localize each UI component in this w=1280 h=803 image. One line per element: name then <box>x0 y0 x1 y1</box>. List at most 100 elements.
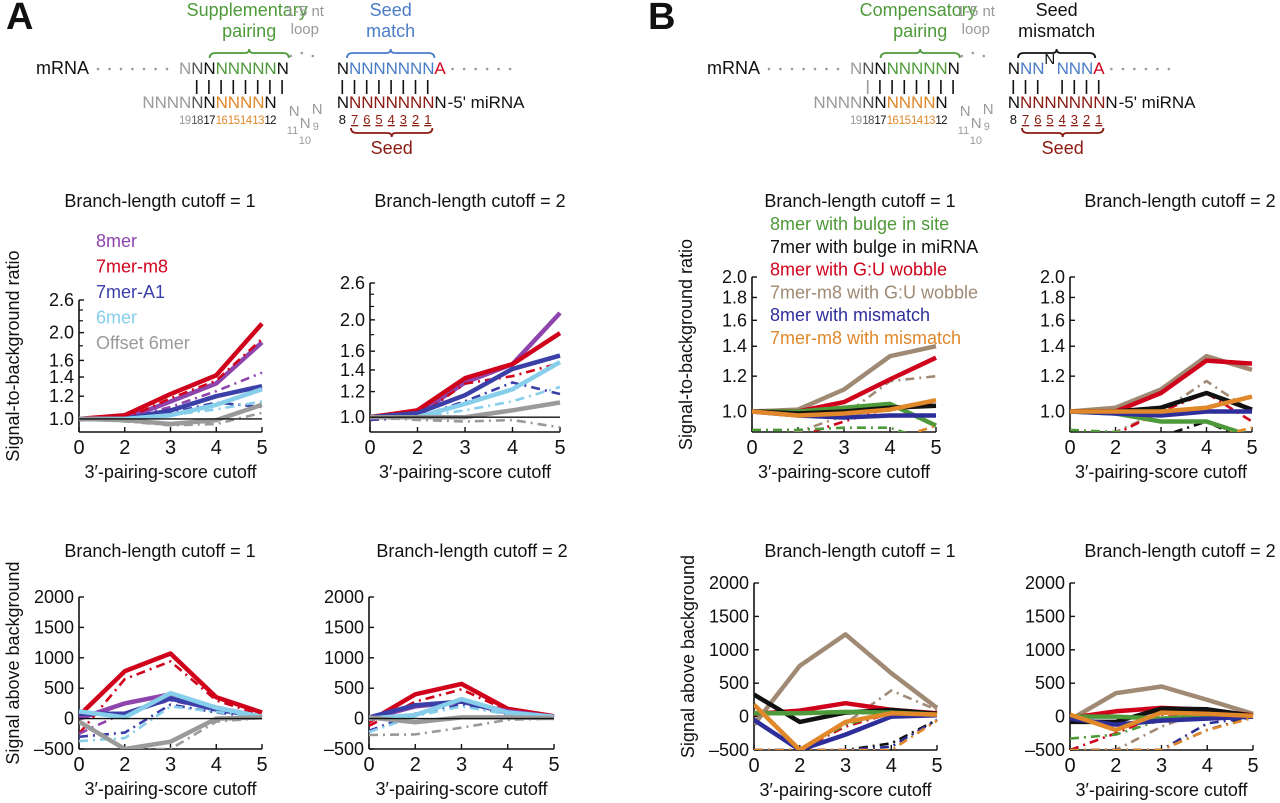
nucleotide: N <box>1044 93 1056 112</box>
dot <box>165 67 169 71</box>
position-number: 17 <box>874 115 886 127</box>
position-number: 14 <box>911 115 924 127</box>
position-number: 12 <box>935 115 947 127</box>
seed-brace <box>1021 127 1105 138</box>
dot <box>485 67 489 71</box>
nucleotide: N <box>911 59 923 78</box>
series-line-7mer-m8-with-g-u-wobble <box>1070 684 1254 722</box>
x-tick-label: 4 <box>1201 437 1212 459</box>
nucleotide: N <box>434 93 446 112</box>
x-tick-label: 2 <box>410 754 421 776</box>
nucleotide: N <box>264 59 276 78</box>
dot <box>802 67 805 71</box>
y-tick-label: 2.6 <box>340 273 365 293</box>
dot <box>790 67 794 71</box>
nucleotide: N <box>838 93 850 112</box>
nucleotide: N <box>252 93 264 112</box>
nucleotide: N <box>1057 59 1069 78</box>
nucleotide: N <box>813 93 825 112</box>
x-tick-label: 0 <box>73 754 84 776</box>
y-axis-label: Signal above background <box>3 561 23 764</box>
series-line-7mer-a1-dash-dot- <box>79 703 263 739</box>
x-axis-label: 3′-pairing-score cutoff <box>1075 780 1248 800</box>
nucleotide: N <box>410 59 422 78</box>
y-tick-label: 1.6 <box>49 350 74 370</box>
dot <box>289 54 293 58</box>
chart-A-ratio-b1: Branch-length cutoff = 1 1.0 1.21.41.6 2.0 2… <box>3 191 268 482</box>
y-tick-label: 0 <box>354 709 364 729</box>
x-tick-label: 4 <box>886 755 897 777</box>
y-axis-label: Signal above background <box>678 555 698 758</box>
nucleotide: N <box>899 59 911 78</box>
panel-letter-b: B <box>648 0 676 38</box>
y-tick-label: 1.4 <box>722 336 747 356</box>
nucleotide: N <box>191 59 203 78</box>
nucleotide: N <box>179 93 191 112</box>
x-tick-label: 0 <box>1064 437 1075 459</box>
position-number: 15 <box>899 115 911 127</box>
y-tick-label: 1500 <box>324 617 364 637</box>
y-tick-label: 0 <box>64 709 74 729</box>
y-axis-label: Signal-to-background ratio <box>676 239 696 450</box>
series-line-7mer-m8-dash-dot- <box>79 660 263 735</box>
series-group <box>79 651 263 749</box>
position-number: 17 <box>203 115 215 127</box>
y-tick-label: 2.6 <box>49 290 74 310</box>
x-tick-label: 2 <box>792 437 803 459</box>
x-tick-label: 2 <box>412 437 423 459</box>
series-line-7mer-a1-dash-dot- <box>79 401 263 422</box>
dot <box>119 67 123 71</box>
y-tick-label: –500 <box>324 739 364 759</box>
y-tick-label: 1500 <box>34 617 74 637</box>
position-number: 1 <box>1095 112 1102 127</box>
series-group <box>369 681 555 737</box>
series-line-7mer-m8-with-g-u-wobble-dash- <box>1101 379 1253 432</box>
chart-title: Branch-length cutoff = 2 <box>1084 191 1275 211</box>
x-tick-label: 4 <box>1202 755 1213 777</box>
position-number: 6 <box>363 112 370 127</box>
x-tick-label: 2 <box>119 754 130 776</box>
chart-title: Branch-length cutoff = 2 <box>376 541 567 561</box>
chart-title: Branch-length cutoff = 1 <box>764 541 955 561</box>
nucleotide: N <box>216 93 228 112</box>
loop-nucleotide: N <box>312 101 323 118</box>
nucleotide: N <box>1020 59 1032 78</box>
x-axis-label: 3′-pairing-score cutoff <box>84 462 257 482</box>
nucleotide: N <box>203 59 215 78</box>
position-number: 19 <box>850 115 862 127</box>
x-tick-label: 0 <box>364 437 375 459</box>
loop-label: loop <box>291 21 319 38</box>
nucleotide: N <box>887 93 899 112</box>
nucleotide: N <box>1020 93 1032 112</box>
series-group <box>752 344 937 432</box>
legend-entry: 8mer with G:U wobble <box>770 260 947 280</box>
dot <box>767 67 771 71</box>
chart-title: Branch-length cutoff = 2 <box>1084 541 1275 561</box>
y-tick-label: 1.0 <box>340 407 365 427</box>
y-tick-label: 1.6 <box>340 341 365 361</box>
y-tick-label: 1500 <box>709 606 749 626</box>
x-tick-label: 3 <box>459 437 470 459</box>
y-tick-label: 2.0 <box>1040 267 1065 287</box>
chart-B-ratio-b1: Branch-length cutoff = 11.01.21.41.61.82… <box>676 191 978 482</box>
y-tick-label: 1.4 <box>49 367 74 387</box>
position-number: 12 <box>264 115 276 127</box>
nucleotide: N <box>887 59 899 78</box>
nucleotide: N <box>935 93 947 112</box>
x-tick-label: 5 <box>256 437 267 459</box>
x-axis-label: 3′-pairing-score cutoff <box>379 462 552 482</box>
series-line-8mer-with-mismatch-dash- <box>754 718 938 750</box>
match-label: match <box>366 21 415 41</box>
x-tick-label: 0 <box>1064 755 1075 777</box>
x-tick-label: 2 <box>794 755 805 777</box>
nucleotide: N <box>228 59 240 78</box>
legend-entry: 6mer <box>96 308 137 328</box>
nucleotide: N <box>911 93 923 112</box>
x-tick-label: 3 <box>456 754 467 776</box>
chart-title: Branch-length cutoff = 1 <box>64 191 255 211</box>
chart-A-signal-b2: Branch-length cutoff = 2–500050010001500… <box>324 541 568 799</box>
dot <box>1156 67 1159 71</box>
seed-brace <box>350 127 434 138</box>
series-line-offset-6mer-dash-dot- <box>369 717 555 737</box>
